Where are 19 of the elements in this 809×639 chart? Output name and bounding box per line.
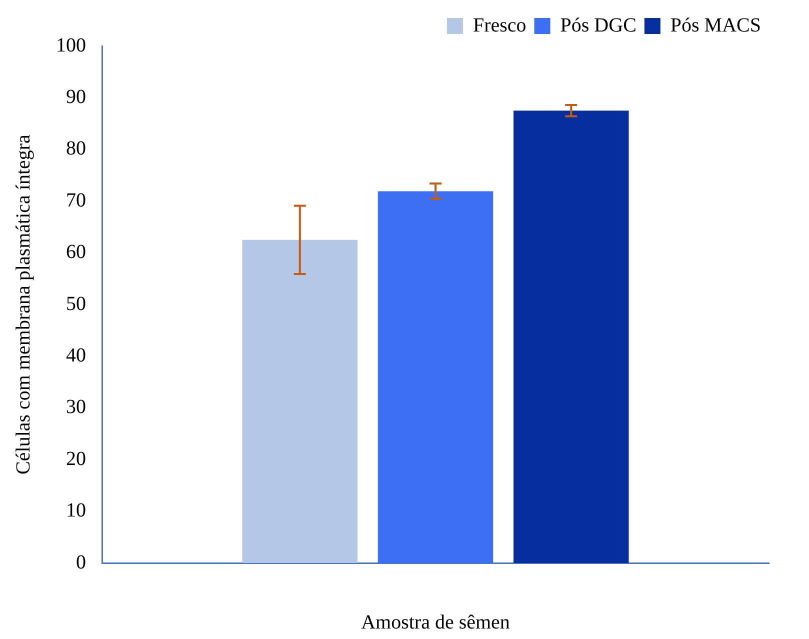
y-tick-label: 50	[66, 292, 86, 315]
bar	[513, 110, 629, 563]
y-tick-label: 10	[66, 500, 86, 522]
x-axis-title: Amostra de sêmen	[361, 611, 510, 634]
legend-label: Fresco	[472, 14, 526, 36]
y-tick-label: 70	[66, 189, 86, 212]
y-tick-label: 80	[66, 138, 86, 160]
bar	[242, 240, 358, 563]
y-tick-label: 60	[66, 241, 86, 264]
y-tick-label: 100	[56, 34, 86, 56]
y-tick-label: 0	[76, 551, 86, 574]
legend-label: Pós MACS	[670, 14, 762, 36]
legend-label: Pós DGC	[560, 14, 636, 36]
y-axis-title: Células com membrana plasmática íntegra	[12, 134, 34, 474]
y-tick-label: 40	[66, 344, 86, 366]
y-tick-label: 20	[66, 448, 86, 470]
y-tick-label: 30	[66, 396, 86, 418]
y-tick-label: 90	[66, 86, 86, 108]
bar	[378, 191, 494, 563]
